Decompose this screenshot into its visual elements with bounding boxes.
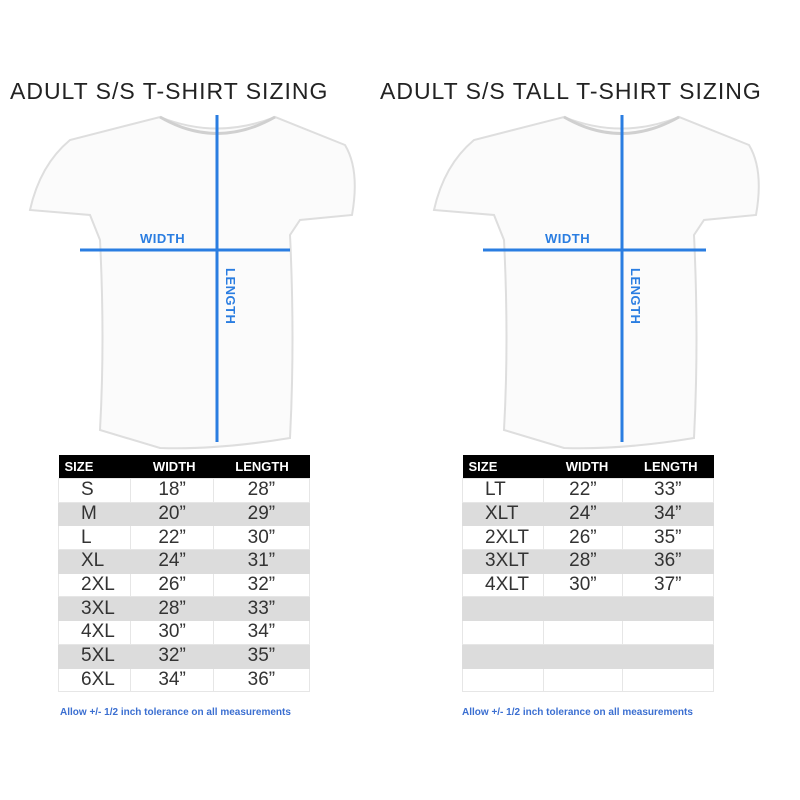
width-label: WIDTH [545,231,591,246]
cell [621,643,715,669]
cell: 2XL [57,572,132,598]
tolerance-note: Allow +/- 1/2 inch tolerance on all meas… [60,707,291,718]
cell: 35” [212,643,311,669]
table-row: XL 24” 31” [57,549,311,574]
cell: 5XL [57,643,132,669]
cell: 28” [212,478,311,503]
column-header: LENGTH [213,455,310,479]
table-row [461,596,715,622]
cell: 29” [212,501,311,527]
cell [461,643,545,669]
cell: 34” [130,667,214,693]
cell [543,620,623,645]
cell: 30” [543,572,623,598]
cell: 35” [621,525,715,551]
table-row [461,643,715,669]
cell: S [57,478,132,503]
cell: 30” [212,525,311,551]
tolerance-note: Allow +/- 1/2 inch tolerance on all meas… [462,707,693,718]
cell: M [57,501,132,527]
cell: 36” [212,667,311,693]
cell: 6XL [57,667,132,693]
chart-title: ADULT S/S TALL T-SHIRT SIZING [380,78,762,104]
cell: 37” [621,572,715,598]
cell: 28” [130,596,214,622]
cell [543,667,623,693]
cell: 3XL [57,596,132,622]
table-header: SIZE WIDTH LENGTH [58,455,310,479]
cell: LT [461,478,545,503]
cell: XLT [461,501,545,527]
table-row: LT 22” 33” [461,478,715,503]
table-row: 4XL 30” 34” [57,620,311,645]
chart-title: ADULT S/S T-SHIRT SIZING [10,78,329,104]
cell: 30” [130,620,214,645]
table-row: L 22” 30” [57,525,311,551]
table-row: 3XL 28” 33” [57,596,311,622]
length-label: LENGTH [628,268,643,325]
table-row: 3XLT 28” 36” [461,549,715,574]
cell: 24” [543,501,623,527]
cell [543,643,623,669]
cell: 36” [621,549,715,574]
cell: 33” [212,596,311,622]
size-table: SIZE WIDTH LENGTH S 18” 28” M 20” 29” L 22” 30” XL 2… [57,455,311,693]
column-header: SIZE [462,455,544,479]
cell: 22” [130,525,214,551]
cell [543,596,623,622]
column-header: WIDTH [543,455,623,479]
column-header: WIDTH [130,455,214,479]
table-row: 4XLT 30” 37” [461,572,715,598]
cell: XL [57,549,132,574]
cell: 33” [621,478,715,503]
table-row: XLT 24” 34” [461,501,715,527]
table-row: 2XL 26” 32” [57,572,311,598]
table-row [461,620,715,645]
cell: 3XLT [461,549,545,574]
size-table: SIZE WIDTH LENGTH LT 22” 33” XLT 24” 34” 2XLT 26”… [461,455,715,693]
table-header: SIZE WIDTH LENGTH [462,455,714,479]
cell: 28” [543,549,623,574]
cell: 18” [130,478,214,503]
cell: 26” [543,525,623,551]
width-label: WIDTH [140,231,186,246]
cell [461,667,545,693]
cell: 2XLT [461,525,545,551]
cell [621,596,715,622]
table-row: 2XLT 26” 35” [461,525,715,551]
cell [461,596,545,622]
cell [621,620,715,645]
cell: 20” [130,501,214,527]
cell: 31” [212,549,311,574]
cell [461,620,545,645]
cell: 22” [543,478,623,503]
cell: 34” [212,620,311,645]
table-row: 6XL 34” 36” [57,667,311,693]
cell: 34” [621,501,715,527]
table-row [461,667,715,693]
cell [621,667,715,693]
table-row: 5XL 32” 35” [57,643,311,669]
cell: 32” [212,572,311,598]
table-row: M 20” 29” [57,501,311,527]
cell: L [57,525,132,551]
table-row: S 18” 28” [57,478,311,503]
column-header: SIZE [58,455,131,479]
cell: 4XL [57,620,132,645]
column-header: LENGTH [622,455,714,479]
cell: 4XLT [461,572,545,598]
